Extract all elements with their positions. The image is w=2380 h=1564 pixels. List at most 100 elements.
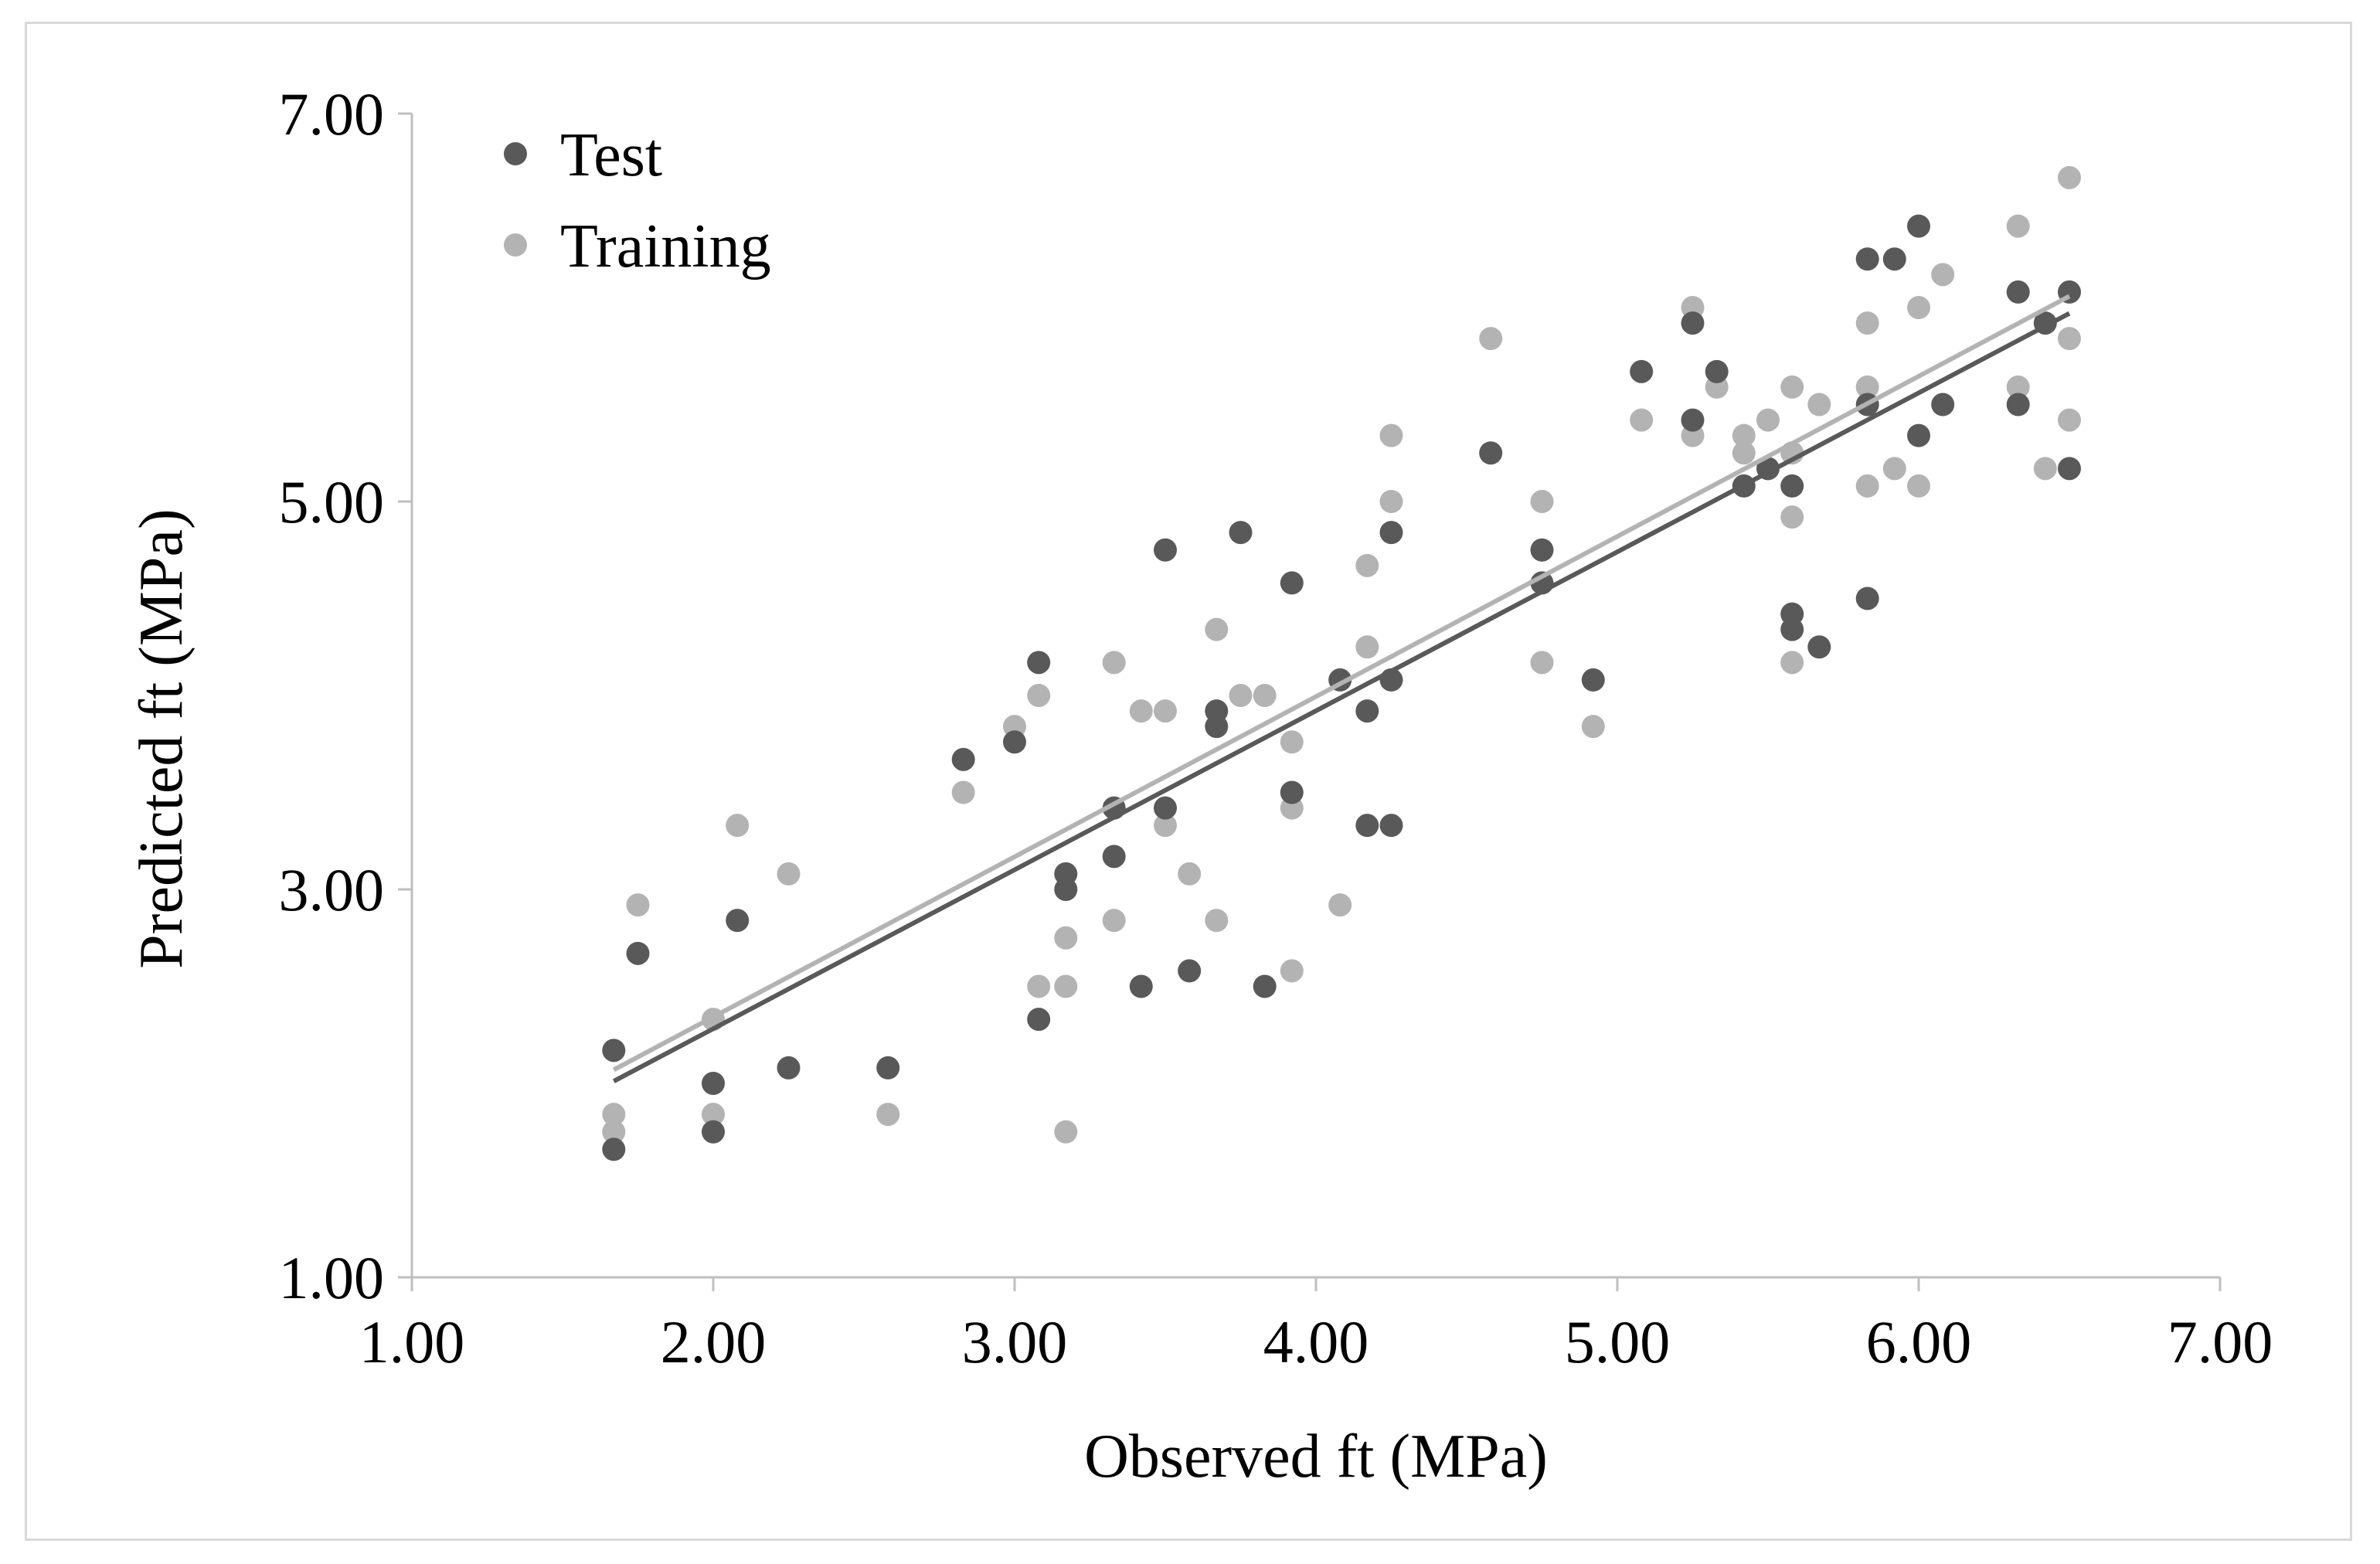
- x-tick-label: 5.00: [1565, 1308, 1671, 1375]
- training-point: [1355, 553, 1379, 577]
- training-point: [1054, 1120, 1078, 1144]
- test-point: [702, 1120, 725, 1144]
- legend-label-training: Training: [560, 212, 771, 280]
- test-point: [1705, 359, 1729, 383]
- x-tick-label: 3.00: [962, 1308, 1068, 1375]
- training-point: [777, 862, 801, 886]
- training-point: [1756, 408, 1780, 432]
- scatter-chart: 1.00 2.00 3.00 4.00 5.00 6.00 7.00 1.00 3.00 5.00…: [128, 80, 2273, 1491]
- test-trendline: [612, 311, 2071, 1083]
- legend-label-test: Test: [560, 121, 662, 189]
- test-point: [1205, 715, 1229, 739]
- test-point: [951, 747, 975, 771]
- training-point: [626, 893, 650, 917]
- training-point: [726, 814, 750, 838]
- test-point: [2006, 280, 2030, 304]
- legend-marker-test: [504, 142, 527, 165]
- trendline-layer: [612, 294, 2071, 1083]
- training-point: [1054, 926, 1078, 950]
- training-point: [2058, 165, 2081, 189]
- y-tick-label: 1.00: [279, 1244, 385, 1311]
- training-point: [1205, 909, 1229, 933]
- training-point: [1530, 651, 1554, 675]
- training-point: [1178, 862, 1202, 886]
- test-point: [1907, 214, 1930, 238]
- training-point: [1102, 909, 1126, 933]
- training-point: [602, 1103, 626, 1127]
- training-point: [1780, 375, 1804, 399]
- x-tick-label: 2.00: [661, 1308, 767, 1375]
- test-point: [1379, 814, 1403, 838]
- y-tick-label: 7.00: [279, 80, 385, 148]
- training-point: [1931, 263, 1955, 287]
- training-point: [1102, 651, 1126, 675]
- training-point: [1732, 423, 1756, 447]
- test-point: [1102, 845, 1126, 869]
- test-point: [1027, 651, 1051, 675]
- training-point: [1907, 296, 1930, 319]
- training-point: [1732, 441, 1756, 465]
- training-point: [2058, 327, 2081, 351]
- training-point: [1129, 699, 1153, 723]
- test-point: [2006, 393, 2030, 416]
- training-point: [1280, 959, 1304, 983]
- legend-marker-training: [504, 233, 527, 257]
- test-point: [1882, 247, 1906, 271]
- test-point: [1355, 814, 1379, 838]
- x-axis-title: Observed ft (MPa): [1084, 1423, 1548, 1491]
- training-point: [2006, 214, 2030, 238]
- training-point: [1581, 715, 1605, 739]
- training-point: [1630, 408, 1654, 432]
- test-point: [1253, 974, 1277, 998]
- test-point: [1780, 617, 1804, 641]
- test-point: [1178, 959, 1202, 983]
- x-tick-label: 4.00: [1263, 1308, 1369, 1375]
- test-point: [1280, 571, 1304, 595]
- training-point: [1280, 730, 1304, 754]
- training-point: [1054, 974, 1078, 998]
- test-point: [1229, 521, 1253, 545]
- training-point: [1379, 423, 1403, 447]
- training-point: [1328, 893, 1352, 917]
- test-point: [1530, 538, 1554, 562]
- training-point: [1530, 490, 1554, 513]
- training-point: [1355, 635, 1379, 659]
- y-tick-label: 5.00: [279, 468, 385, 536]
- test-point: [1129, 974, 1153, 998]
- legend: Test Training: [504, 121, 771, 280]
- test-point: [1154, 538, 1177, 562]
- training-point: [1154, 814, 1177, 838]
- test-point: [602, 1137, 626, 1161]
- test-point: [1379, 521, 1403, 545]
- training-point: [1780, 651, 1804, 675]
- training-point: [1855, 375, 1879, 399]
- training-point: [1027, 684, 1051, 707]
- training-point: [1379, 490, 1403, 513]
- training-point: [1855, 311, 1879, 335]
- training-point: [2033, 457, 2057, 481]
- training-point: [1807, 393, 1831, 416]
- x-tick-label: 7.00: [2168, 1308, 2273, 1375]
- test-point: [1479, 441, 1503, 465]
- test-point: [1681, 311, 1705, 335]
- training-point: [2058, 408, 2081, 432]
- test-point: [1581, 668, 1605, 692]
- x-tick-label: 1.00: [359, 1308, 465, 1375]
- points-layer: [602, 165, 2081, 1161]
- y-axis-title: Predicted ft (MPa): [128, 508, 196, 968]
- y-tick-label: 3.00: [279, 856, 385, 923]
- training-point: [1154, 699, 1177, 723]
- test-point: [1931, 393, 1955, 416]
- test-point: [1630, 359, 1654, 383]
- test-point: [1855, 586, 1879, 610]
- test-point: [702, 1072, 725, 1095]
- test-point: [876, 1056, 900, 1080]
- training-point: [1882, 457, 1906, 481]
- training-point: [602, 1120, 626, 1144]
- axes-layer: 1.00 2.00 3.00 4.00 5.00 6.00 7.00 1.00 3.00 5.00…: [279, 80, 2273, 1375]
- x-tick-label: 6.00: [1866, 1308, 1972, 1375]
- test-point: [777, 1056, 801, 1080]
- test-point: [1855, 247, 1879, 271]
- training-point: [1229, 684, 1253, 707]
- test-point: [1907, 423, 1930, 447]
